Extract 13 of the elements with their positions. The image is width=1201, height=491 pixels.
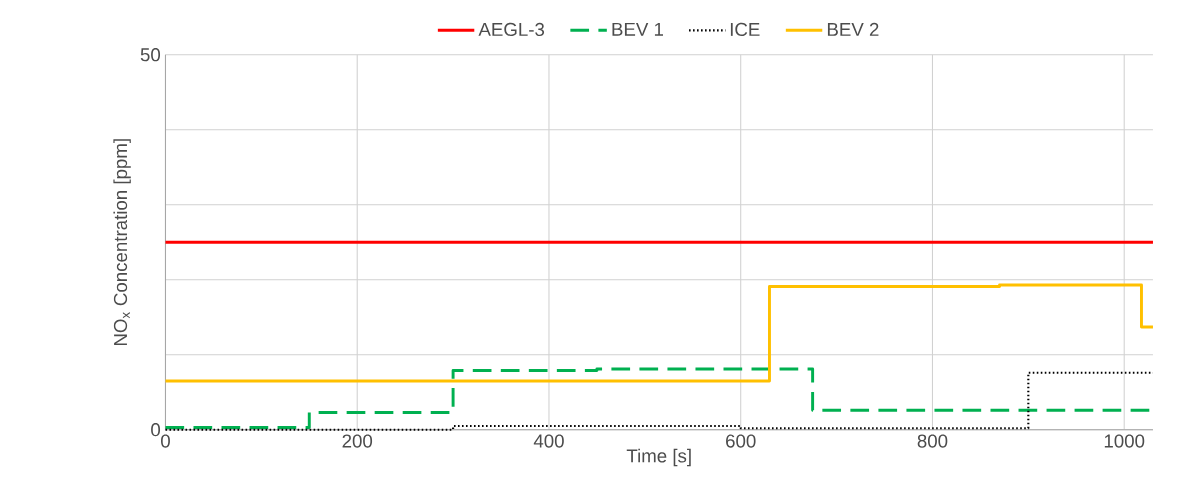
legend-label: BEV 2 (827, 22, 879, 36)
legend-label: AEGL-3 (478, 22, 545, 37)
x-tick-label: 800 (917, 434, 948, 448)
x-tick-label: 200 (342, 434, 373, 448)
x-axis-title: Time [s] (626, 448, 691, 467)
x-tick-label: 400 (533, 434, 564, 448)
legend-label: BEV 1 (612, 22, 663, 36)
legend-label: ICE (730, 22, 760, 37)
y-axis-title: NO$_{x}$ Concentration [ppm] (113, 139, 131, 345)
x-tick-label: 600 (726, 434, 756, 448)
x-tick-label: 1000 (1104, 434, 1145, 448)
y-tick-label: 50 (140, 48, 161, 62)
x-tick-label: 0 (161, 434, 170, 448)
